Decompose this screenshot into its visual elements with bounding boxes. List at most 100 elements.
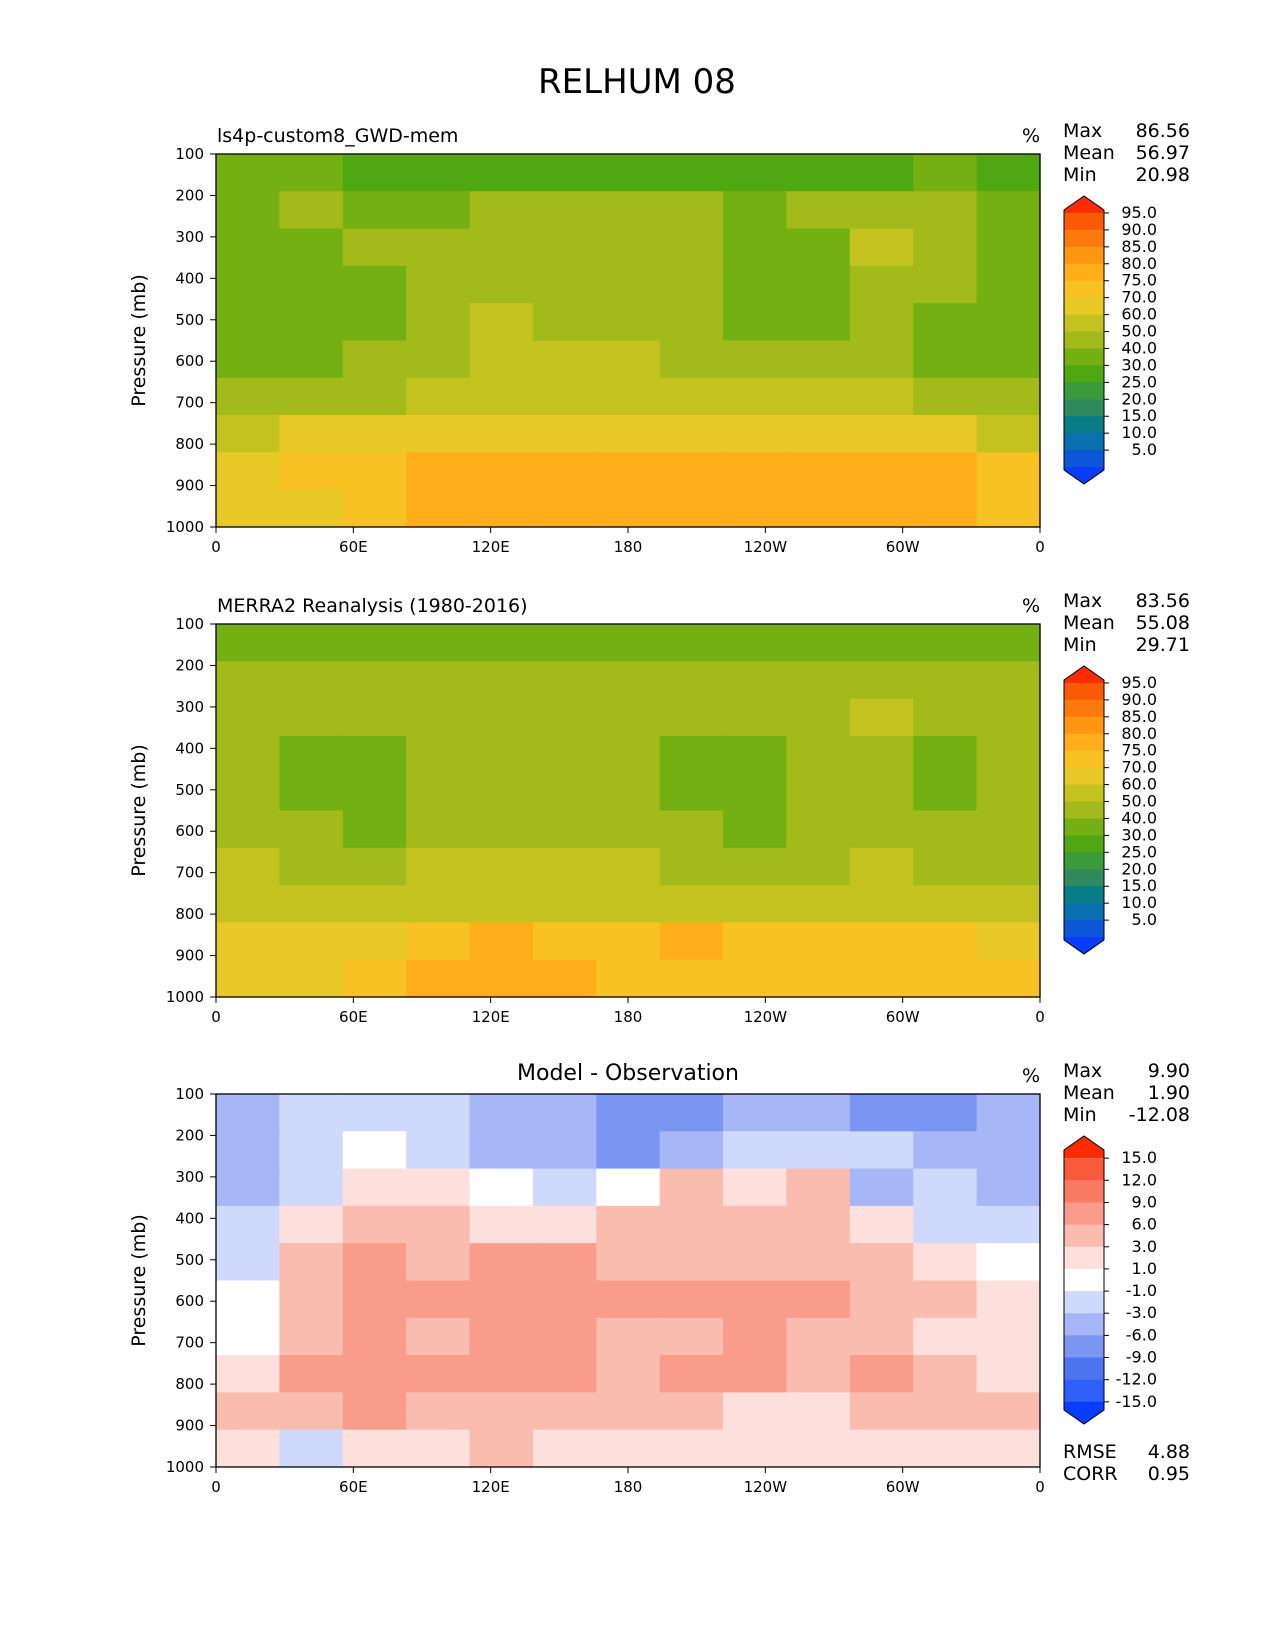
- colorbar-tick-label: 50.0: [1121, 322, 1157, 341]
- heatmap-cell: [659, 1392, 724, 1431]
- colorbar-band: [1064, 450, 1104, 468]
- heatmap-cell: [849, 735, 914, 774]
- heatmap-cell: [216, 452, 280, 491]
- colorbar-tick-label: -12.0: [1116, 1370, 1157, 1389]
- heatmap-cell: [659, 847, 724, 886]
- heatmap-cell: [659, 1280, 724, 1319]
- heatmap-cell: [913, 303, 978, 342]
- heatmap-cell: [849, 922, 914, 961]
- colorbar-tick-label: -1.0: [1126, 1281, 1157, 1300]
- colorbar-band: [1064, 920, 1104, 938]
- colorbar-tick-label: 1.0: [1132, 1259, 1157, 1278]
- heatmap-cell: [913, 1280, 978, 1319]
- heatmap-cell: [406, 377, 471, 416]
- colorbar-extend-bottom: [1064, 937, 1104, 954]
- heatmap-cell: [596, 1168, 661, 1207]
- heatmap-cell: [279, 228, 344, 267]
- heatmap-cell: [342, 191, 407, 230]
- heatmap-cell: [976, 773, 1041, 812]
- heatmap-cell: [786, 191, 851, 230]
- heatmap-cell: [406, 191, 471, 230]
- heatmap-cell: [659, 624, 724, 662]
- heatmap-cell: [659, 698, 724, 737]
- heatmap-cell: [596, 154, 661, 192]
- heatmap-cell: [532, 735, 597, 774]
- colorbar-band: [1064, 1158, 1104, 1181]
- colorbar-tick-label: -15.0: [1116, 1392, 1157, 1411]
- heatmap-cell: [913, 452, 978, 491]
- heatmap-cell: [849, 1094, 914, 1132]
- heatmap-cell: [849, 452, 914, 491]
- heatmap-cell: [342, 1429, 407, 1468]
- metric-label: RMSE: [1063, 1441, 1117, 1463]
- heatmap-cell: [976, 1429, 1041, 1468]
- heatmap-cell: [216, 1392, 280, 1431]
- heatmap-cell: [342, 698, 407, 737]
- colorbar-tick-label: 5.0: [1132, 910, 1157, 929]
- heatmap-cell: [659, 1317, 724, 1356]
- heatmap-cell: [849, 1392, 914, 1431]
- heatmap-cell: [342, 922, 407, 961]
- heatmap-cell: [342, 1205, 407, 1244]
- heatmap-cell: [469, 228, 534, 267]
- heatmap-cell: [723, 489, 788, 528]
- colorbar-tick-label: 15.0: [1121, 1148, 1157, 1167]
- heatmap-cell: [216, 1355, 280, 1393]
- heatmap-cell: [913, 340, 978, 379]
- colorbar-tick-label: 50.0: [1121, 792, 1157, 811]
- heatmap-cell: [659, 1205, 724, 1244]
- colorbar-tick-label: 40.0: [1121, 338, 1157, 357]
- heatmap-cell: [532, 452, 597, 491]
- heatmap-cell: [849, 228, 914, 267]
- heatmap-cell: [786, 959, 851, 998]
- heatmap-cell: [469, 1094, 534, 1132]
- heatmap-cell: [216, 698, 280, 737]
- y-tick-label: 900: [175, 947, 204, 965]
- colorbar-band: [1064, 852, 1104, 870]
- heatmap-cell: [849, 415, 914, 453]
- heatmap-cell: [976, 922, 1041, 961]
- heatmap-cell: [532, 228, 597, 267]
- heatmap-cell: [532, 810, 597, 849]
- heatmap-cell: [913, 773, 978, 812]
- heatmap-cell: [279, 1243, 344, 1282]
- heatmap-cell: [216, 1131, 280, 1170]
- heatmap-cell: [659, 265, 724, 304]
- y-tick-label: 300: [175, 698, 204, 716]
- metric-value: 4.88: [1148, 1441, 1190, 1463]
- heatmap-cell: [659, 1131, 724, 1170]
- stat-label: Min: [1063, 634, 1097, 656]
- heatmap-cell: [469, 810, 534, 849]
- stat-value: 9.90: [1148, 1060, 1190, 1082]
- colorbar-band: [1064, 1202, 1104, 1226]
- colorbar-band: [1064, 1180, 1104, 1203]
- heatmap-cell: [723, 922, 788, 961]
- heatmap-cell: [406, 885, 471, 923]
- y-tick-label: 700: [175, 394, 204, 412]
- y-axis-label: Pressure (mb): [128, 1214, 150, 1347]
- heatmap-cell: [342, 340, 407, 379]
- heatmap-cell: [849, 191, 914, 230]
- heatmap-cell: [469, 1280, 534, 1319]
- heatmap-cell: [849, 1355, 914, 1393]
- heatmap-cell: [406, 265, 471, 304]
- heatmap-cell: [786, 624, 851, 662]
- colorbar-band: [1064, 365, 1104, 383]
- heatmap-cell: [532, 885, 597, 923]
- y-tick-label: 200: [175, 186, 204, 204]
- colorbar-tick-label: 60.0: [1121, 775, 1157, 794]
- heatmap-cell: [849, 154, 914, 192]
- colorbar-band: [1064, 1246, 1104, 1270]
- colorbar-tick-label: 90.0: [1121, 690, 1157, 709]
- colorbar-tick-label: 60.0: [1121, 305, 1157, 324]
- heatmap-cell: [279, 377, 344, 416]
- heatmap-cell: [659, 489, 724, 528]
- colorbar-band: [1064, 280, 1104, 299]
- colorbar-band: [1064, 716, 1104, 735]
- colorbar-tick-label: 12.0: [1121, 1170, 1157, 1189]
- x-tick-label: 0: [1035, 1008, 1045, 1026]
- heatmap-cell: [786, 1131, 851, 1170]
- heatmap-cell: [406, 340, 471, 379]
- heatmap-cell: [976, 377, 1041, 416]
- heatmap-cell: [723, 415, 788, 453]
